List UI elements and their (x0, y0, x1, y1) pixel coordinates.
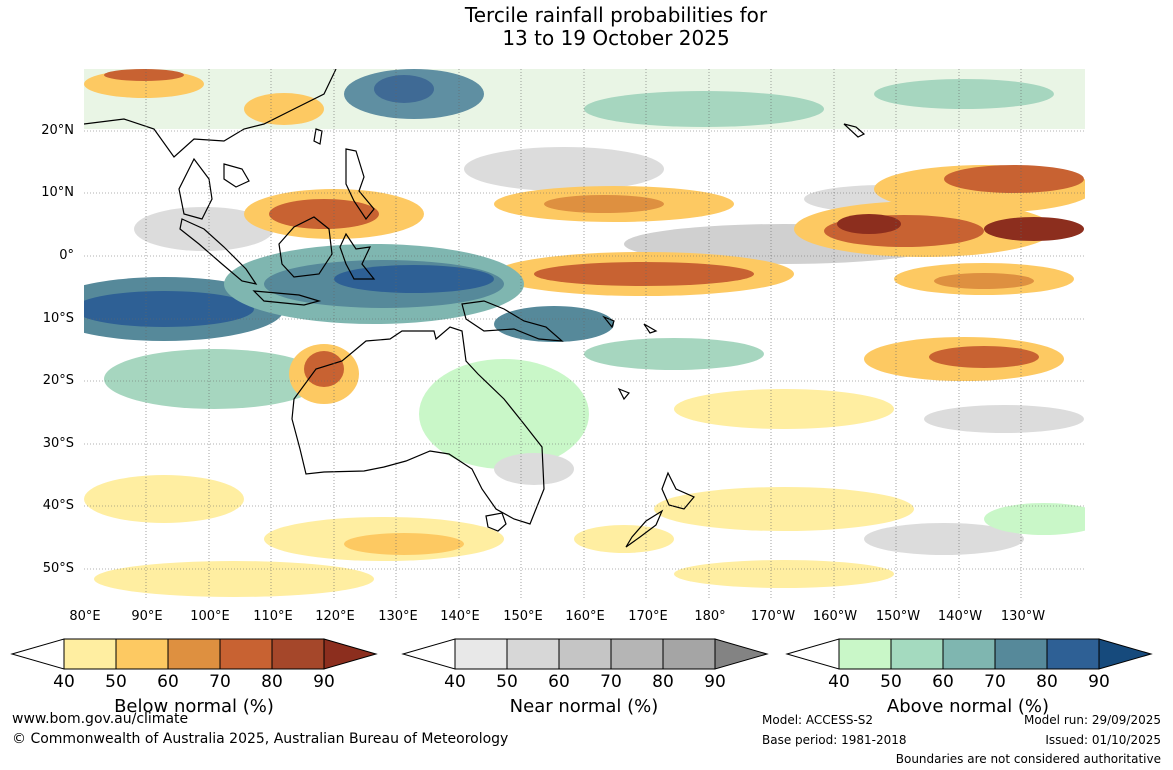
colorbar-near-swatch (506, 638, 560, 670)
colorbar-near-low-arrow (401, 638, 456, 670)
lat-tick-label: 50°S (42, 561, 74, 576)
lat-tick-label: 10°S (42, 311, 74, 326)
lat-tick-label: 40°S (42, 498, 74, 513)
lat-tick-label: 20°S (42, 373, 74, 388)
graticule (84, 69, 1085, 600)
map-title: Tercile rainfall probabilities for 13 to… (0, 4, 1173, 50)
colorbar-below-title: Below normal (%) (114, 696, 274, 717)
rainfall-probability-map (84, 69, 1085, 600)
colorbar-above-label: 80 (1036, 672, 1058, 692)
colorbar-above-label: 70 (984, 672, 1006, 692)
colorbar-below-label: 50 (105, 672, 127, 692)
colorbar-near-swatch (454, 638, 508, 670)
colorbar-above-normal (785, 638, 1153, 670)
title-line-1: Tercile rainfall probabilities for (464, 3, 768, 27)
colorbar-near-label: 60 (548, 672, 570, 692)
colorbar-above-swatch (994, 638, 1048, 670)
colorbar-near-swatch (610, 638, 664, 670)
colorbar-near-swatch (662, 638, 716, 670)
colorbar-below-label: 40 (53, 672, 75, 692)
colorbar-near-title: Near normal (%) (509, 696, 659, 717)
lon-tick-label: 100°E (190, 609, 230, 624)
colorbar-below-swatch (63, 638, 117, 670)
colorbar-near-label: 50 (496, 672, 518, 692)
lon-tick-label: 80°E (69, 609, 101, 624)
colorbar-above-high-arrow (1098, 638, 1153, 670)
footer-url[interactable]: www.bom.gov.au/climate (12, 711, 189, 727)
lon-tick-label: 150°W (875, 609, 921, 624)
colorbar-near-label: 80 (652, 672, 674, 692)
lat-tick-label: 10°N (41, 185, 74, 200)
colorbar-near-high-arrow (714, 638, 769, 670)
colorbar-above-swatch (1046, 638, 1100, 670)
footer-model-run: Model run: 29/09/2025 (1023, 713, 1161, 727)
lon-tick-label: 140°E (440, 609, 480, 624)
lon-tick-label: 170°E (628, 609, 668, 624)
footer-disclaimer: Boundaries are not considered authoritat… (895, 752, 1161, 766)
lon-tick-label: 130°W (1000, 609, 1046, 624)
colorbar-below-label: 90 (313, 672, 335, 692)
colorbar-above-low-arrow (785, 638, 840, 670)
colorbar-above-title: Above normal (%) (886, 696, 1050, 717)
lon-tick-label: 130°E (378, 609, 418, 624)
colorbar-near-swatch (558, 638, 612, 670)
colorbar-near-normal (401, 638, 769, 670)
lon-tick-label: 180° (694, 609, 726, 624)
lat-tick-label: 30°S (42, 436, 74, 451)
lon-tick-label: 160°E (565, 609, 605, 624)
colorbar-near-label: 70 (600, 672, 622, 692)
colorbar-above-label: 50 (880, 672, 902, 692)
lon-tick-label: 120°E (315, 609, 355, 624)
colorbar-below-swatch (167, 638, 221, 670)
colorbar-below-label: 80 (261, 672, 283, 692)
footer-base-period: Base period: 1981-2018 (762, 733, 907, 747)
lon-tick-label: 170°W (750, 609, 796, 624)
colorbar-above-label: 60 (932, 672, 954, 692)
colorbar-below-label: 60 (157, 672, 179, 692)
colorbar-above-swatch (942, 638, 996, 670)
coastlines (84, 69, 866, 548)
lat-tick-label: 20°N (41, 123, 74, 138)
colorbar-above-label: 40 (828, 672, 850, 692)
colorbar-above-label: 90 (1088, 672, 1110, 692)
colorbar-near-label: 90 (704, 672, 726, 692)
footer-copyright: © Commonwealth of Australia 2025, Austra… (12, 731, 509, 747)
colorbar-above-swatch (890, 638, 944, 670)
colorbar-near-label: 40 (444, 672, 466, 692)
colorbar-below-swatch (115, 638, 169, 670)
lon-tick-label: 90°E (131, 609, 163, 624)
colorbar-below-swatch (219, 638, 273, 670)
footer-model: Model: ACCESS-S2 (762, 713, 874, 727)
footer-issued: Issued: 01/10/2025 (1045, 733, 1161, 747)
title-line-2: 13 to 19 October 2025 (502, 26, 730, 50)
lon-tick-label: 110°E (253, 609, 293, 624)
lon-tick-label: 150°E (503, 609, 543, 624)
colorbar-below-label: 70 (209, 672, 231, 692)
lon-tick-label: 160°W (812, 609, 858, 624)
lon-tick-label: 140°W (937, 609, 983, 624)
colorbar-below-normal (10, 638, 378, 670)
colorbar-below-low-arrow (10, 638, 65, 670)
colorbar-above-swatch (838, 638, 892, 670)
lat-tick-label: 0° (59, 248, 74, 263)
colorbar-below-swatch (271, 638, 325, 670)
colorbar-below-high-arrow (323, 638, 378, 670)
